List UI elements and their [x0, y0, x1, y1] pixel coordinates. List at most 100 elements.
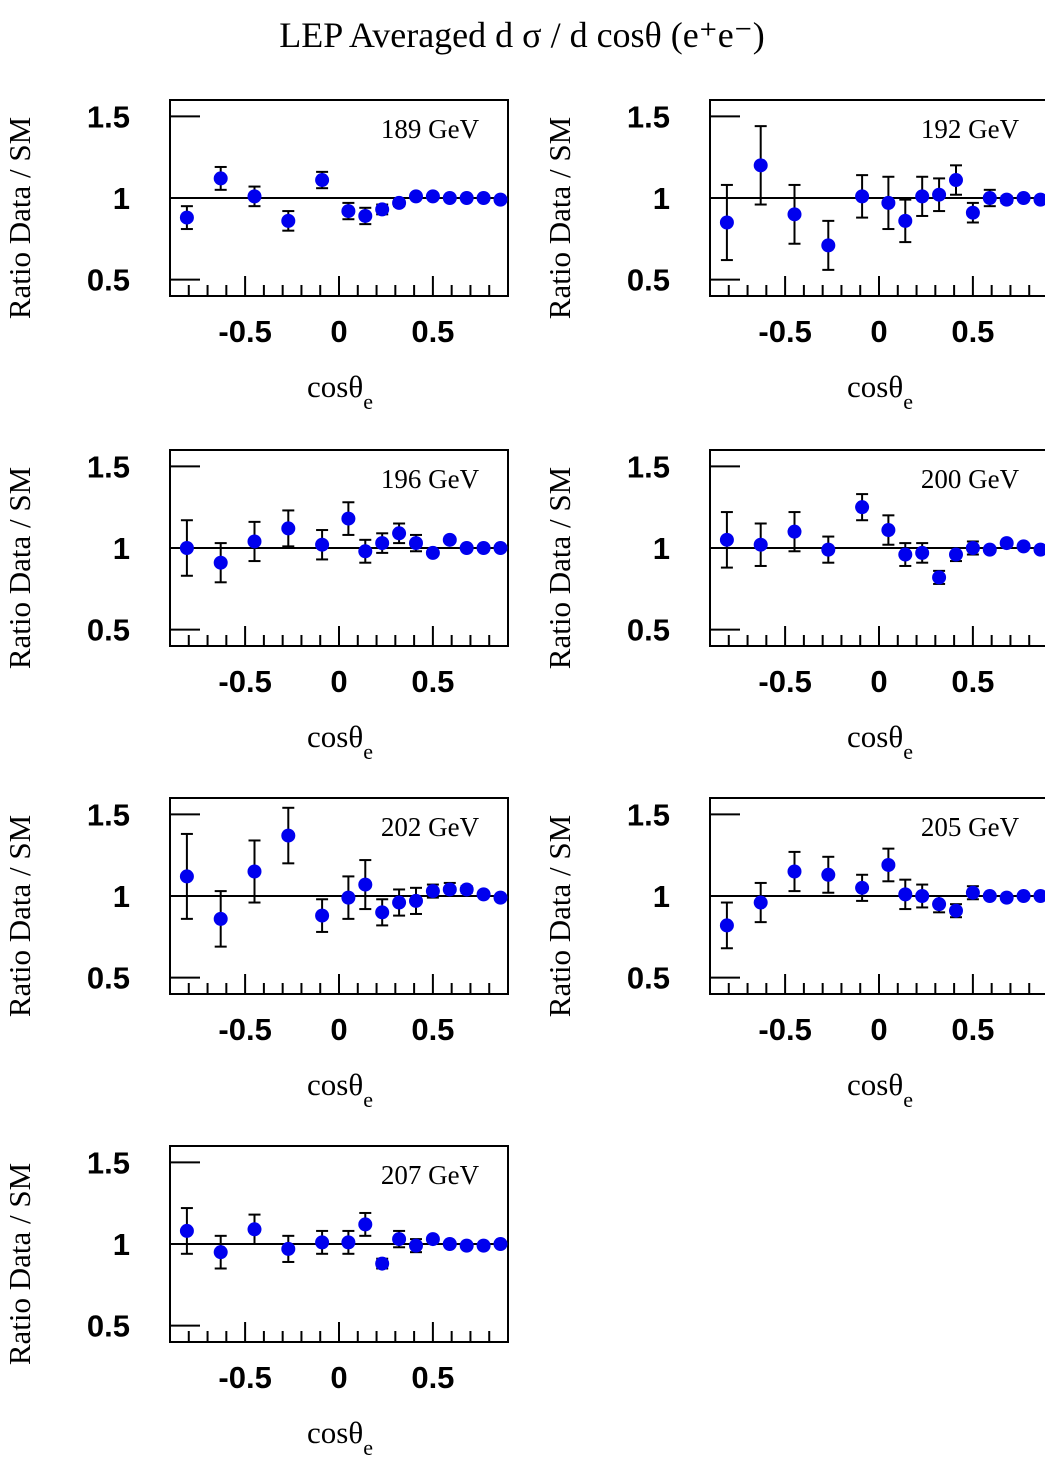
y-tick-label: 0.5 — [627, 263, 670, 298]
x-tick-label: 0 — [330, 1360, 347, 1395]
y-axis-label: Ratio Data / SM — [542, 117, 577, 319]
data-point — [787, 524, 802, 539]
data-point — [821, 238, 836, 253]
data-point — [787, 864, 802, 879]
x-tick-label: 0.5 — [951, 314, 994, 349]
data-point — [1033, 889, 1045, 903]
figure-title-text: LEP Averaged d σ / d cosθ (e⁺e⁻) — [279, 15, 765, 55]
x-tick-label: -0.5 — [758, 664, 811, 699]
data-point — [281, 1241, 296, 1256]
y-tick-label: 0.5 — [87, 1309, 130, 1344]
data-point — [821, 867, 836, 882]
data-point — [315, 537, 330, 552]
data-point — [341, 1235, 356, 1250]
x-tick-label: -0.5 — [758, 1012, 811, 1047]
data-point — [358, 208, 373, 223]
data-point — [881, 195, 896, 210]
data-point — [179, 210, 194, 225]
data-point — [999, 536, 1014, 551]
data-point — [965, 541, 980, 555]
x-tick-label: -0.5 — [218, 314, 271, 349]
x-axis-label: cosθe — [307, 1415, 373, 1458]
data-point — [915, 889, 930, 903]
y-tick-label: 1 — [653, 531, 670, 566]
data-point — [982, 542, 997, 557]
y-tick-label: 1.5 — [87, 99, 130, 134]
figure-title: LEP Averaged d σ / d cosθ (e⁺e⁻) — [279, 15, 765, 55]
energy-label: 196 GeV — [381, 464, 480, 494]
data-point — [247, 864, 262, 879]
data-point — [247, 534, 262, 549]
data-point — [341, 890, 356, 905]
data-point — [493, 192, 508, 207]
x-tick-label: -0.5 — [218, 1012, 271, 1047]
x-tick-label: 0.5 — [411, 1012, 454, 1047]
y-tick-label: 0.5 — [87, 263, 130, 298]
data-point — [459, 882, 474, 897]
x-tick-label: -0.5 — [218, 1360, 271, 1395]
x-axis-label: cosθe — [307, 719, 373, 764]
x-tick-label: 0 — [870, 664, 887, 699]
y-tick-label: 1 — [653, 879, 670, 914]
y-axis-label: Ratio Data / SM — [2, 117, 37, 319]
data-point — [315, 1235, 330, 1250]
data-point — [392, 526, 407, 541]
data-point — [855, 880, 870, 895]
data-point — [425, 189, 440, 204]
y-tick-label: 0.5 — [87, 613, 130, 648]
data-point — [392, 195, 407, 210]
data-point — [375, 905, 390, 920]
data-point — [855, 189, 870, 204]
x-axis-label: cosθe — [307, 1067, 373, 1112]
y-tick-label: 1 — [113, 879, 130, 914]
data-point — [1033, 192, 1045, 207]
panel-3: 0.5 1 1.5 -0.5 0 0.5 cosθe Ratio Data / SM 196 G… — [2, 449, 509, 764]
panel-1: 0.5 1 1.5 -0.5 0 0.5 cosθe Ratio Data / SM 189 G… — [2, 99, 509, 414]
data-point — [341, 511, 356, 526]
data-point — [392, 1232, 407, 1247]
data-point — [213, 1245, 228, 1260]
data-point — [179, 869, 194, 884]
panel-5: 0.5 1 1.5 -0.5 0 0.5 cosθe Ratio Data / SM 202 G… — [2, 797, 509, 1112]
data-point — [787, 207, 802, 222]
x-axis-label: cosθe — [847, 369, 913, 414]
data-point — [315, 173, 330, 188]
x-tick-label: 0.5 — [951, 664, 994, 699]
y-tick-label: 1.5 — [627, 99, 670, 134]
x-tick-label: 0.5 — [411, 664, 454, 699]
data-point — [247, 189, 262, 204]
data-point — [1016, 539, 1031, 554]
data-point — [881, 857, 896, 872]
data-point — [442, 191, 457, 205]
data-points — [719, 125, 1045, 271]
data-point — [213, 911, 228, 926]
y-axis-label: Ratio Data / SM — [2, 815, 37, 1017]
data-point — [375, 1256, 390, 1271]
data-point — [493, 890, 508, 905]
data-point — [315, 908, 330, 923]
data-point — [932, 897, 947, 912]
panel-2: 0.5 1 1.5 -0.5 0 0.5 cosθe Ratio Data / SM 192 G… — [542, 99, 1045, 414]
data-point — [881, 523, 896, 538]
data-point — [999, 890, 1014, 905]
data-point — [965, 885, 980, 900]
data-point — [1016, 191, 1031, 205]
data-point — [425, 1232, 440, 1247]
data-point — [1033, 542, 1045, 557]
data-point — [948, 903, 963, 918]
data-point — [476, 1238, 491, 1253]
y-axis-label: Ratio Data / SM — [542, 815, 577, 1017]
y-axis-label: Ratio Data / SM — [542, 467, 577, 669]
data-point — [408, 893, 423, 908]
data-point — [425, 884, 440, 899]
x-tick-label: 0 — [870, 314, 887, 349]
data-point — [281, 521, 296, 536]
y-tick-label: 1.5 — [87, 797, 130, 832]
energy-label: 200 GeV — [921, 464, 1020, 494]
data-point — [753, 895, 768, 910]
x-tick-label: 0.5 — [411, 314, 454, 349]
data-point — [493, 541, 508, 555]
data-point — [392, 895, 407, 910]
data-point — [898, 213, 913, 228]
data-point — [459, 191, 474, 205]
